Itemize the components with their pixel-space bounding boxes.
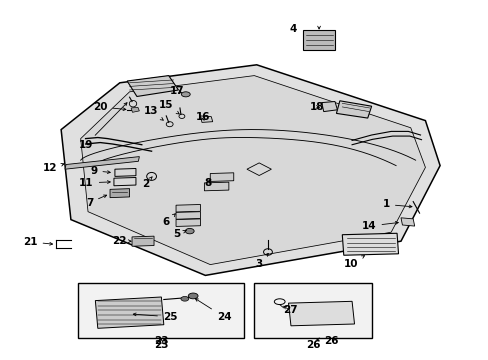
Polygon shape (110, 189, 129, 198)
FancyBboxPatch shape (78, 283, 244, 338)
Text: 19: 19 (78, 103, 127, 150)
Ellipse shape (181, 92, 190, 97)
Polygon shape (400, 218, 414, 226)
Polygon shape (176, 204, 200, 212)
Polygon shape (336, 101, 371, 118)
Ellipse shape (188, 293, 198, 299)
Text: 11: 11 (79, 178, 110, 188)
Polygon shape (210, 173, 233, 181)
Text: 18: 18 (309, 102, 324, 112)
Text: 16: 16 (195, 112, 210, 122)
Text: 23: 23 (154, 340, 168, 350)
Text: 6: 6 (163, 214, 175, 228)
Text: 21: 21 (23, 237, 52, 247)
Text: 5: 5 (173, 229, 186, 239)
Polygon shape (288, 301, 354, 326)
Ellipse shape (185, 229, 194, 234)
Text: 26: 26 (305, 340, 320, 350)
Text: 25: 25 (133, 312, 177, 322)
Text: 1: 1 (382, 199, 411, 210)
Polygon shape (81, 76, 425, 265)
Text: 2: 2 (142, 177, 152, 189)
Polygon shape (131, 107, 139, 112)
Polygon shape (65, 157, 139, 169)
Text: 20: 20 (93, 102, 125, 112)
Polygon shape (127, 76, 178, 96)
Text: 27: 27 (282, 305, 297, 315)
Text: 23: 23 (154, 336, 168, 346)
Text: 4: 4 (289, 24, 297, 34)
Ellipse shape (181, 297, 188, 301)
Polygon shape (95, 297, 163, 328)
Text: 24: 24 (195, 299, 231, 322)
Text: 17: 17 (169, 86, 184, 96)
Polygon shape (200, 116, 212, 122)
Text: 8: 8 (204, 178, 211, 188)
Text: 7: 7 (85, 195, 106, 208)
Polygon shape (303, 30, 334, 50)
Text: 15: 15 (159, 100, 179, 114)
Polygon shape (342, 233, 398, 255)
Polygon shape (204, 182, 228, 191)
Polygon shape (321, 102, 337, 112)
Text: 10: 10 (343, 256, 364, 269)
Text: 22: 22 (112, 236, 131, 246)
Polygon shape (176, 219, 200, 226)
Text: 12: 12 (42, 163, 64, 174)
Text: 3: 3 (255, 253, 268, 269)
Text: 13: 13 (143, 106, 163, 120)
FancyBboxPatch shape (254, 283, 371, 338)
Polygon shape (132, 236, 154, 246)
Polygon shape (176, 212, 200, 219)
Text: 9: 9 (90, 166, 110, 176)
Text: 26: 26 (316, 336, 338, 346)
Text: 14: 14 (361, 221, 397, 231)
Polygon shape (61, 65, 439, 275)
